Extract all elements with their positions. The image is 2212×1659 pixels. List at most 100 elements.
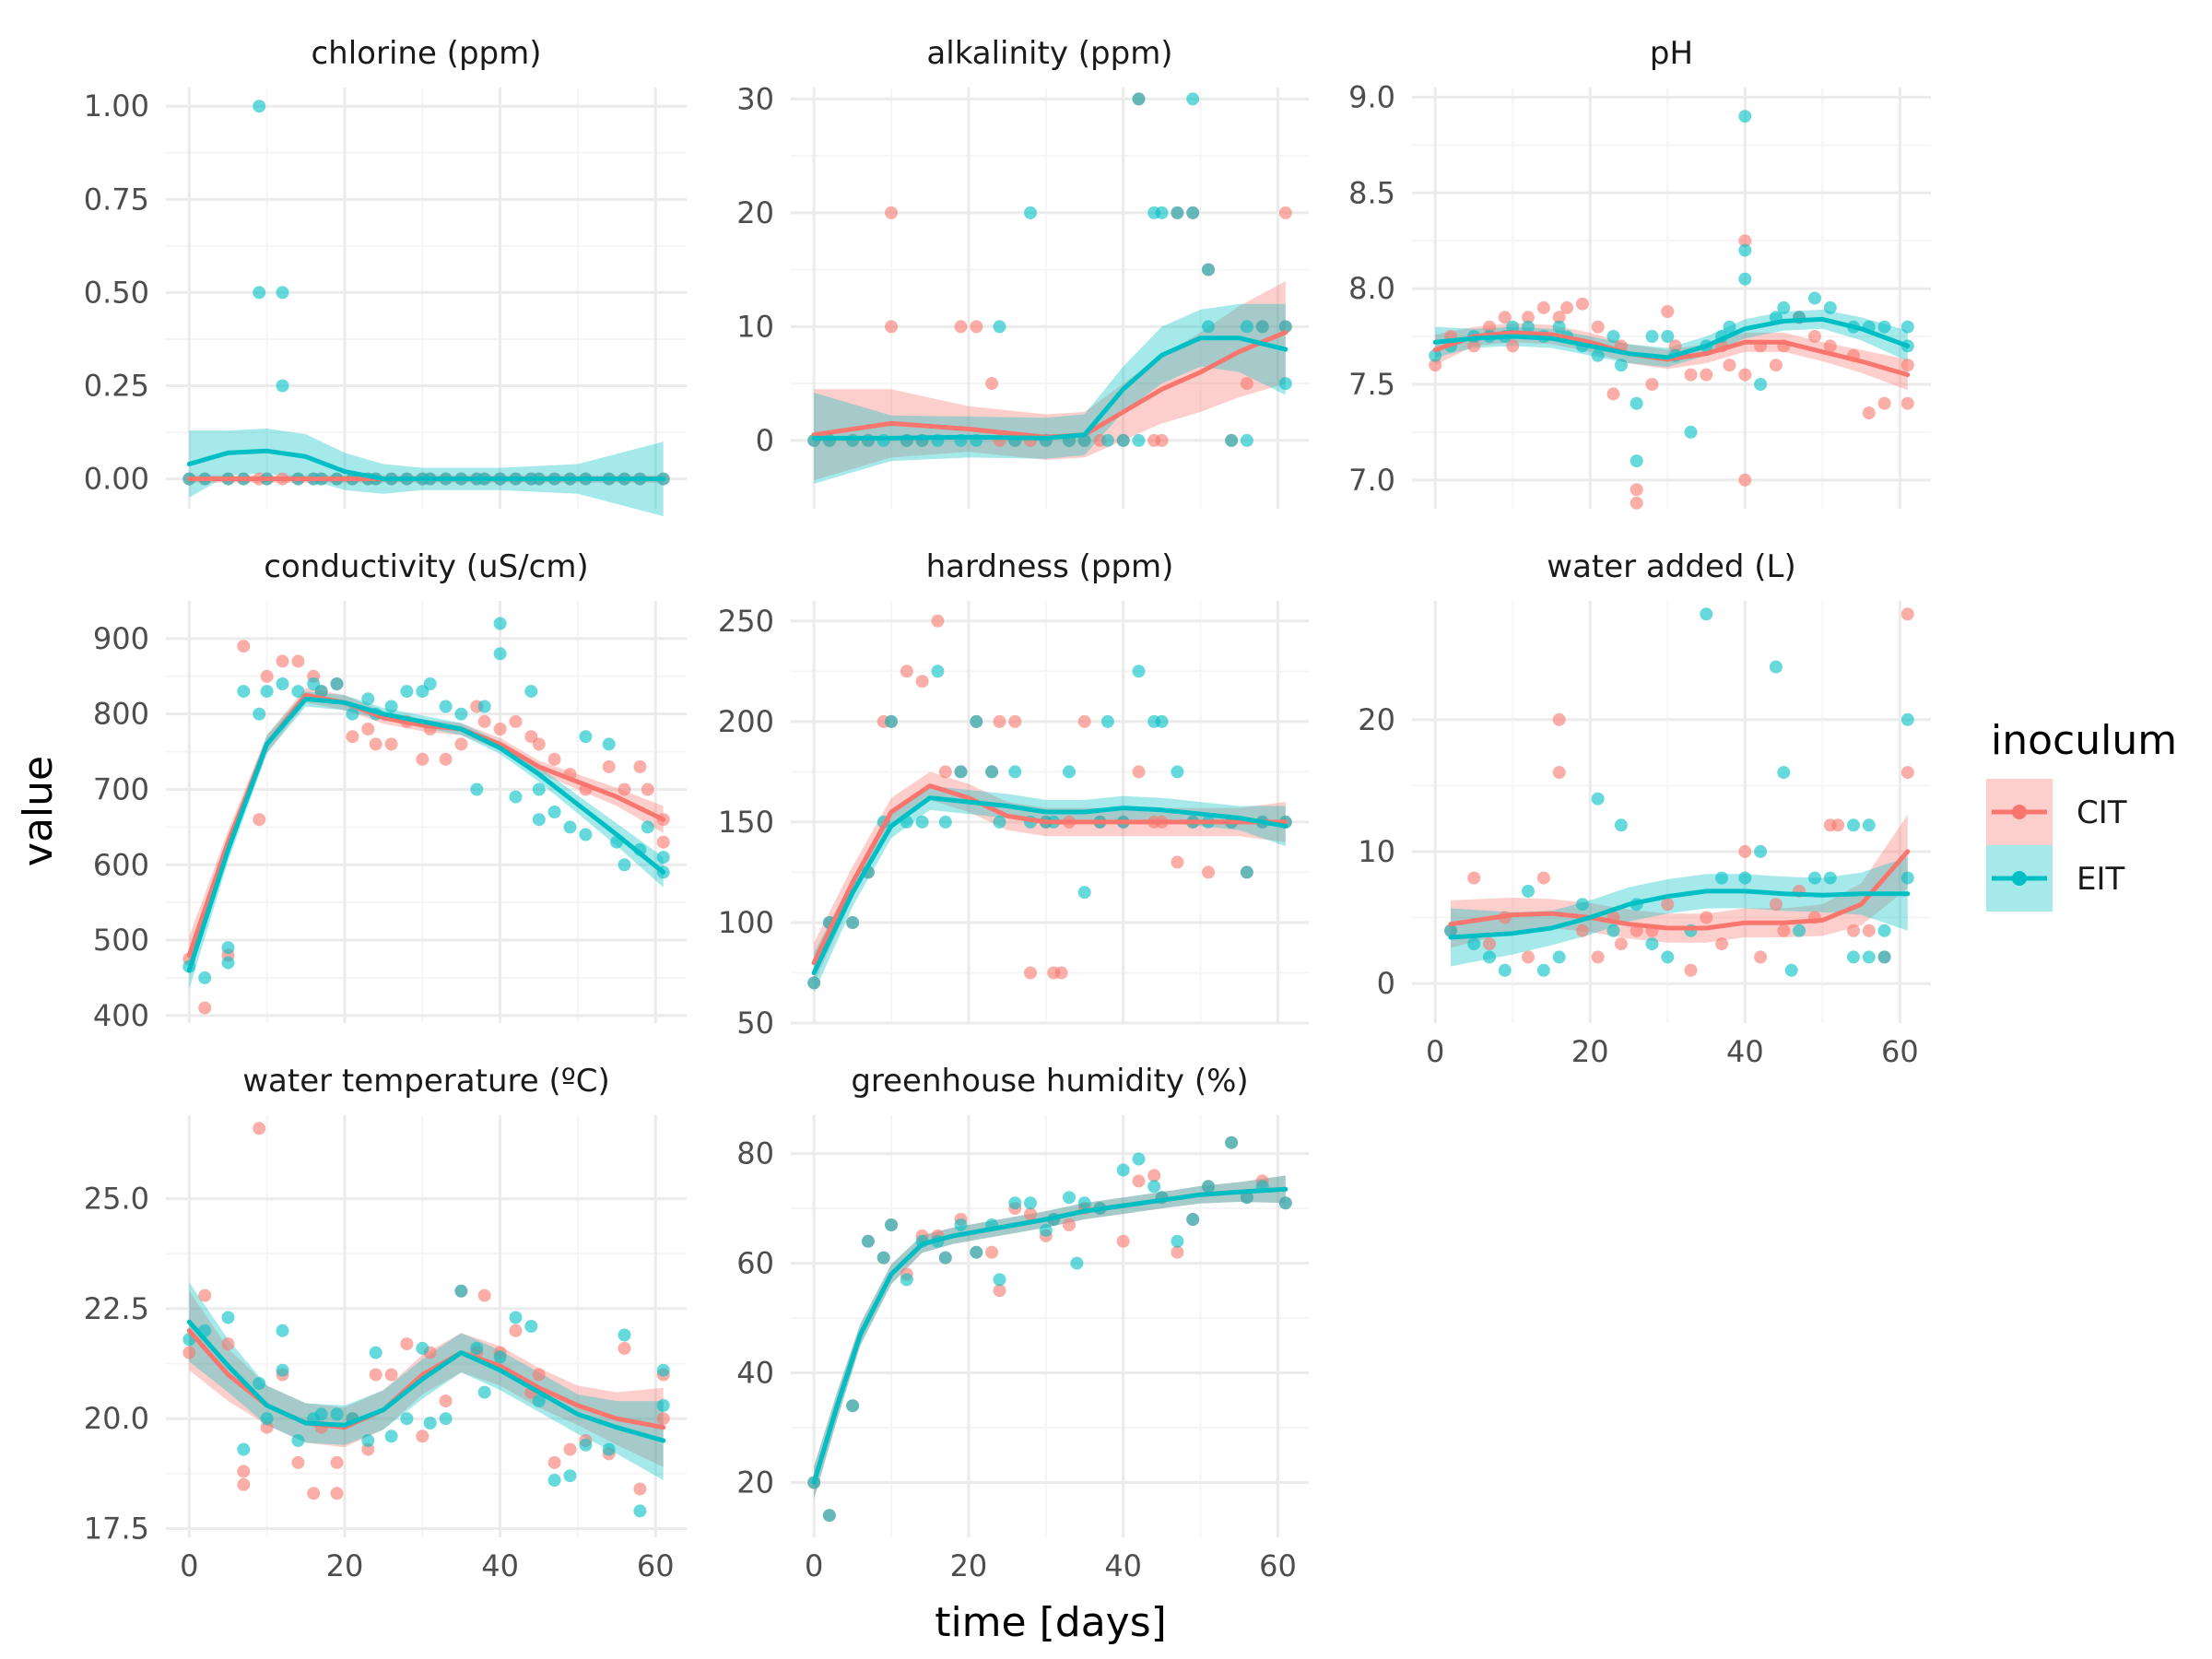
y-tick-label: 400 [93, 998, 149, 1033]
data-point-eit [1278, 1196, 1292, 1210]
y-tick-label: 0.00 [84, 462, 149, 497]
data-point-eit [276, 677, 289, 690]
data-point-cit [477, 1288, 491, 1302]
data-point-eit [861, 1234, 875, 1248]
data-point-eit [1614, 359, 1628, 372]
data-point-eit [1278, 320, 1292, 334]
data-point-eit [1132, 665, 1146, 678]
data-point-eit [221, 956, 235, 970]
panel-title: water temperature (ºC) [242, 1063, 610, 1100]
panel-6: water added (L) 0 10 20 0 20 40 60 [1358, 548, 1931, 1069]
legend-label-cit: CIT [2077, 794, 2127, 831]
panel-title: hardness (ppm) [926, 548, 1174, 585]
data-point-eit [1467, 937, 1481, 951]
y-tick-label: 100 [718, 905, 774, 940]
data-point-eit [1661, 330, 1675, 343]
data-point-eit [1171, 765, 1184, 779]
smooth-line-cit [1448, 849, 1911, 931]
data-point-cit [1171, 1245, 1184, 1259]
data-point-cit [291, 654, 305, 668]
data-point-eit [1777, 300, 1791, 314]
legend-key-eit: EIT [1986, 845, 2125, 912]
panel-title: chlorine (ppm) [311, 35, 541, 72]
data-point-cit [1522, 311, 1535, 324]
data-point-eit [1754, 844, 1768, 858]
data-point-cit [563, 1442, 577, 1456]
data-point-cit [885, 206, 898, 219]
legend-key-cit: CIT [1986, 779, 2127, 845]
panel-title: conductivity (uS/cm) [264, 548, 588, 585]
data-point-eit [253, 1377, 266, 1390]
data-point-cit [1575, 297, 1589, 311]
panel-title: alkalinity (ppm) [926, 35, 1172, 72]
data-point-eit [1132, 92, 1146, 106]
y-tick-label: 80 [736, 1136, 774, 1171]
data-point-cit [1738, 473, 1752, 487]
legend-point-swatch [2012, 871, 2027, 886]
data-point-cit [384, 1368, 398, 1382]
data-point-cit [1900, 766, 1914, 780]
y-tick-label: 20 [736, 195, 774, 230]
data-point-eit [400, 685, 414, 699]
data-point-eit [1116, 1163, 1130, 1177]
data-point-eit [1700, 607, 1713, 621]
y-tick-label: 17.5 [84, 1511, 149, 1546]
data-point-cit [1645, 378, 1659, 391]
data-point-cit [1132, 1174, 1146, 1188]
data-point-cit [1278, 206, 1292, 219]
data-point-cit [1823, 339, 1837, 353]
data-point-cit [1063, 1218, 1076, 1231]
data-point-eit [1823, 300, 1837, 314]
data-point-eit [1900, 712, 1914, 726]
panel-7: water temperature (ºC) 17.5 20.0 22.5 25.0 0 2… [84, 1063, 687, 1583]
data-point-cit [1777, 924, 1791, 937]
data-point-eit [1116, 433, 1130, 447]
data-point-eit [1063, 1191, 1076, 1205]
data-point-cit [1536, 871, 1550, 885]
x-tick-label: 60 [1259, 1548, 1297, 1583]
data-point-eit [1738, 272, 1752, 286]
data-point-eit [1784, 963, 1798, 977]
data-point-eit [1506, 320, 1520, 334]
data-point-eit [1723, 320, 1736, 334]
data-point-cit [1116, 1234, 1130, 1248]
confidence-band-eit [189, 1282, 664, 1480]
data-point-eit [330, 677, 344, 690]
data-point-eit [532, 813, 546, 827]
data-point-cit [993, 1284, 1006, 1298]
data-point-eit [993, 815, 1006, 829]
data-point-cit [182, 1346, 196, 1359]
x-tick-label: 60 [637, 1548, 675, 1583]
data-point-cit [1202, 865, 1215, 879]
data-point-cit [1831, 818, 1845, 832]
y-tick-label: 200 [718, 704, 774, 739]
y-tick-label: 9.0 [1348, 79, 1395, 114]
confidence-band-eit [1435, 310, 1908, 368]
data-point-eit [509, 1311, 523, 1324]
data-point-eit [1606, 330, 1620, 343]
data-point-eit [1202, 320, 1215, 334]
data-point-eit [532, 782, 546, 796]
x-tick-label: 40 [481, 1548, 519, 1583]
smooth-line-eit [186, 448, 666, 482]
data-point-cit [1467, 871, 1481, 885]
y-tick-label: 60 [736, 1246, 774, 1281]
data-point-cit [1723, 359, 1736, 372]
data-point-eit [1008, 765, 1022, 779]
y-tick-label: 10 [736, 309, 774, 344]
data-point-eit [1132, 433, 1146, 447]
data-point-eit [618, 858, 631, 872]
data-point-cit [439, 1394, 453, 1408]
data-point-eit [993, 320, 1006, 334]
data-point-eit [954, 1218, 968, 1231]
smooth-line-eit [811, 1186, 1288, 1485]
data-point-cit [1668, 339, 1682, 353]
data-point-eit [400, 1412, 414, 1426]
data-point-eit [1240, 433, 1253, 447]
data-point-cit [253, 1122, 266, 1135]
data-point-eit [470, 782, 484, 796]
confidence-band-eit [814, 785, 1286, 994]
data-point-eit [1552, 950, 1566, 964]
data-point-eit [237, 1442, 251, 1456]
data-point-eit [276, 1324, 289, 1337]
